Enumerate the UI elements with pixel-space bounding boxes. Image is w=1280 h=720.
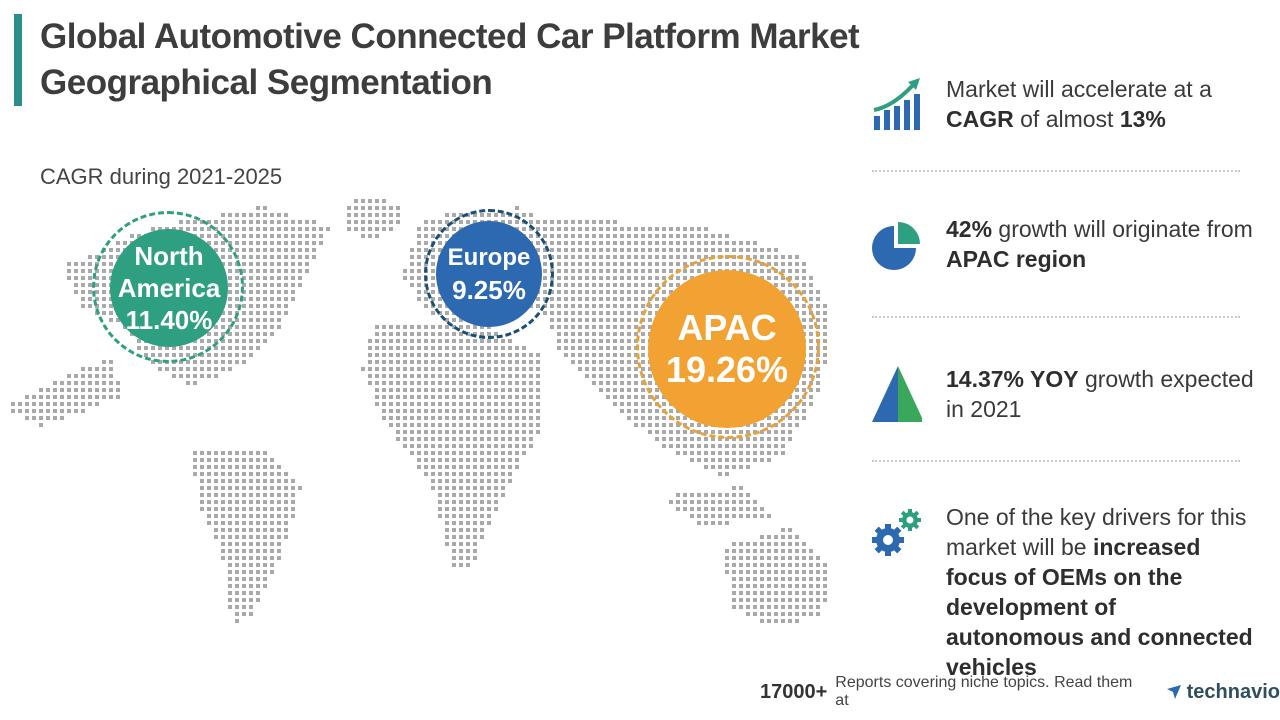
europe-bubble: Europe 9.25% <box>436 221 542 327</box>
pie-chart-icon <box>872 222 920 270</box>
north-america-label-line1: North <box>134 241 204 271</box>
report-count: 17000+ <box>760 680 828 703</box>
north-america-ring <box>92 211 244 363</box>
stat-cagr-text: Market will accelerate at a CAGR of almo… <box>946 76 1212 132</box>
stats-divider <box>872 170 1240 172</box>
title-line-1: Global Automotive Connected Car Platform… <box>40 17 860 56</box>
north-america-label-line2: America <box>117 273 221 303</box>
stat-apac-share-text: 42% growth will originate from APAC regi… <box>946 216 1253 272</box>
footer: 17000+ Reports covering niche topics. Re… <box>760 674 1280 709</box>
europe-ring <box>424 209 554 339</box>
north-america-bubble: North America 11.40% <box>110 229 228 347</box>
brand-name: technavio <box>1186 680 1280 703</box>
stat-yoy-growth-text: 14.37% YOY growth expected in 2021 <box>946 366 1254 422</box>
apac-label: APAC <box>677 307 777 348</box>
europe-cagr: 9.25% <box>452 275 526 305</box>
growth-chart-icon <box>873 78 920 130</box>
technavio-logo[interactable]: technavio <box>1165 681 1280 704</box>
north-america-cagr: 11.40% <box>125 305 213 335</box>
stat-key-driver-text: One of the key drivers for this market w… <box>946 504 1253 680</box>
apac-bubble: APAC 19.26% <box>648 270 806 428</box>
page-title: Global Automotive Connected Car Platform… <box>40 14 860 106</box>
stats-divider <box>872 460 1240 462</box>
europe-label: Europe <box>447 244 531 271</box>
apac-ring <box>636 255 820 439</box>
technavio-mark-icon <box>1166 685 1181 699</box>
footer-note: Reports covering niche topics. Read them… <box>835 674 1133 709</box>
title-accent-bar <box>14 14 22 106</box>
apac-cagr: 19.26% <box>665 349 789 390</box>
stats-divider <box>872 316 1240 318</box>
pyramid-icon <box>872 366 922 422</box>
gears-icon <box>872 509 921 556</box>
title-line-2: Geographical Segmentation <box>40 63 493 102</box>
map-subtitle: CAGR during 2021-2025 <box>40 164 283 189</box>
